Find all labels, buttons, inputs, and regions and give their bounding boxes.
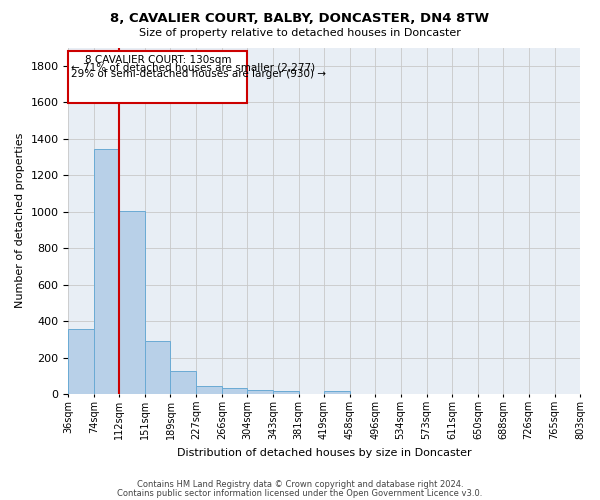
Text: Contains HM Land Registry data © Crown copyright and database right 2024.: Contains HM Land Registry data © Crown c… <box>137 480 463 489</box>
Bar <box>68 330 94 394</box>
Bar <box>145 341 170 394</box>
Bar <box>196 386 222 394</box>
X-axis label: Distribution of detached houses by size in Doncaster: Distribution of detached houses by size … <box>177 448 472 458</box>
Text: Size of property relative to detached houses in Doncaster: Size of property relative to detached ho… <box>139 28 461 38</box>
Bar <box>273 391 299 394</box>
Text: 29% of semi-detached houses are larger (930) →: 29% of semi-detached houses are larger (… <box>71 69 326 79</box>
Bar <box>170 371 196 394</box>
Text: ← 71% of detached houses are smaller (2,277): ← 71% of detached houses are smaller (2,… <box>71 62 315 72</box>
Bar <box>68 51 247 103</box>
Bar <box>94 148 119 394</box>
Y-axis label: Number of detached properties: Number of detached properties <box>15 133 25 308</box>
Bar <box>119 211 145 394</box>
Bar <box>222 388 247 394</box>
Text: 8 CAVALIER COURT: 130sqm: 8 CAVALIER COURT: 130sqm <box>85 55 231 65</box>
Text: Contains public sector information licensed under the Open Government Licence v3: Contains public sector information licen… <box>118 488 482 498</box>
Text: 8, CAVALIER COURT, BALBY, DONCASTER, DN4 8TW: 8, CAVALIER COURT, BALBY, DONCASTER, DN4… <box>110 12 490 26</box>
Bar <box>324 391 350 394</box>
Bar <box>247 390 273 394</box>
